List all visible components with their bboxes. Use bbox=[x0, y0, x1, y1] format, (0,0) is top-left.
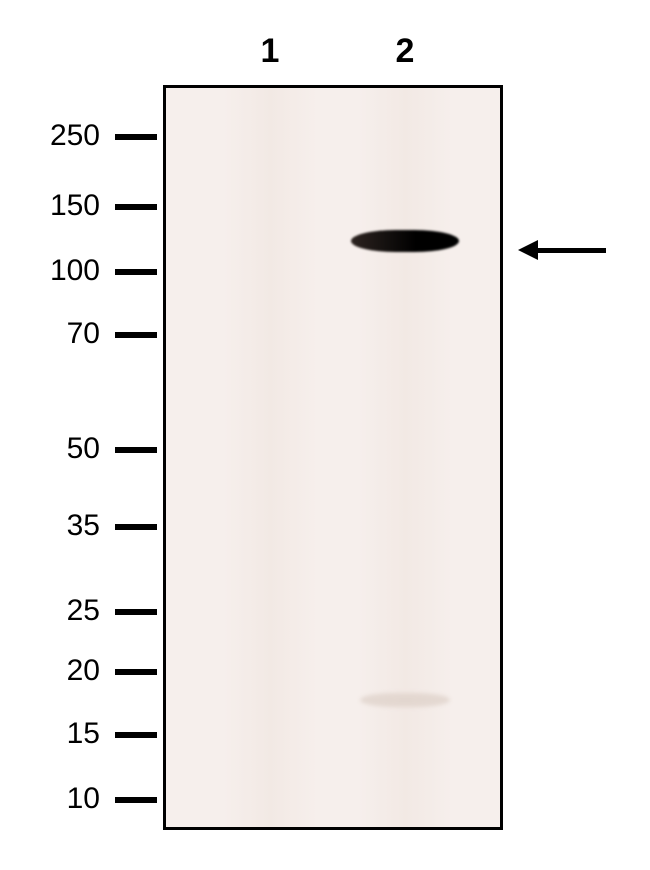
faint-band bbox=[360, 693, 450, 707]
signal-band bbox=[351, 230, 459, 252]
marker-label-70: 70 bbox=[67, 317, 100, 351]
marker-label-35: 35 bbox=[67, 509, 100, 543]
marker-tick-25 bbox=[115, 609, 157, 615]
figure-canvas: 1 2 250 150 100 70 50 35 25 20 15 10 bbox=[0, 0, 650, 870]
marker-tick-15 bbox=[115, 732, 157, 738]
marker-tick-250 bbox=[115, 134, 157, 140]
marker-label-150: 150 bbox=[50, 189, 100, 223]
marker-tick-70 bbox=[115, 332, 157, 338]
lane-label-1: 1 bbox=[250, 32, 290, 71]
marker-tick-10 bbox=[115, 797, 157, 803]
marker-label-20: 20 bbox=[67, 654, 100, 688]
marker-tick-150 bbox=[115, 204, 157, 210]
arrow-head bbox=[518, 240, 538, 260]
marker-label-50: 50 bbox=[67, 432, 100, 466]
marker-label-10: 10 bbox=[67, 782, 100, 816]
marker-label-15: 15 bbox=[67, 717, 100, 751]
marker-label-25: 25 bbox=[67, 594, 100, 628]
marker-label-250: 250 bbox=[50, 119, 100, 153]
marker-tick-100 bbox=[115, 269, 157, 275]
arrow-shaft bbox=[538, 248, 606, 253]
lane-2-region bbox=[358, 88, 453, 827]
marker-tick-35 bbox=[115, 524, 157, 530]
band-pointer-arrow bbox=[518, 240, 606, 260]
marker-tick-50 bbox=[115, 447, 157, 453]
lane-1-region bbox=[223, 88, 318, 827]
marker-label-100: 100 bbox=[50, 254, 100, 288]
lane-label-2: 2 bbox=[385, 32, 425, 71]
marker-tick-20 bbox=[115, 669, 157, 675]
